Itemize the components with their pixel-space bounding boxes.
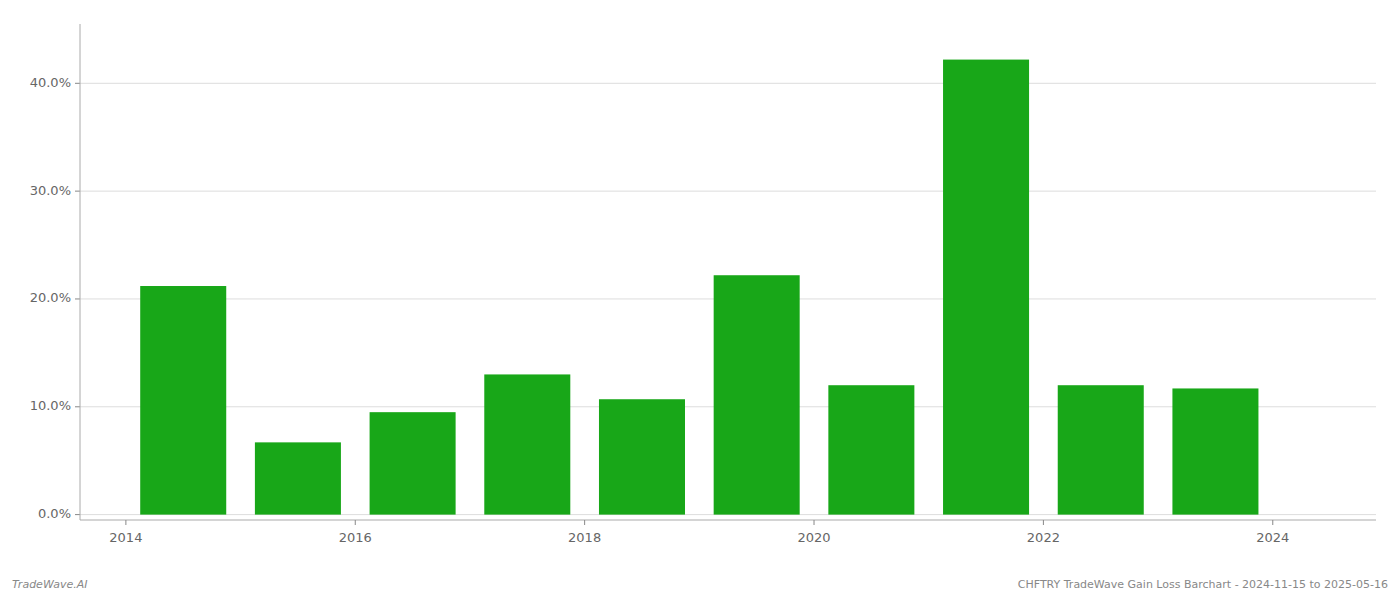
bar xyxy=(140,286,226,515)
y-axis: 0.0% 10.0% 20.0% 30.0% 40.0% xyxy=(30,24,80,521)
y-tick xyxy=(75,298,80,299)
bar xyxy=(1172,388,1258,514)
bars xyxy=(140,60,1258,515)
x-tick xyxy=(1043,520,1044,525)
x-axis-line xyxy=(80,520,1376,521)
x-axis: 2014 2016 2018 2020 2022 2024 xyxy=(80,520,1376,545)
grid xyxy=(80,83,1376,514)
x-tick xyxy=(814,520,815,525)
grid-line xyxy=(80,191,1376,192)
x-tick xyxy=(584,520,585,525)
y-tick-label: 40.0% xyxy=(30,75,71,90)
x-tick-label: 2020 xyxy=(797,530,830,545)
y-tick xyxy=(75,406,80,407)
bar xyxy=(484,374,570,514)
grid-line xyxy=(80,83,1376,84)
y-tick-label: 0.0% xyxy=(38,506,71,521)
chart: 0.0% 10.0% 20.0% 30.0% 40.0% 2014 2016 2018 2020… xyxy=(0,0,1400,600)
footer-right: CHFTRY TradeWave Gain Loss Barchart - 20… xyxy=(1018,578,1388,591)
x-tick-label: 2016 xyxy=(339,530,372,545)
bar xyxy=(370,412,456,514)
y-tick-label: 30.0% xyxy=(30,183,71,198)
bar xyxy=(714,275,800,514)
y-tick xyxy=(75,191,80,192)
bar xyxy=(943,60,1029,515)
footer: TradeWave.AI CHFTRY TradeWave Gain Loss B… xyxy=(12,578,1388,591)
x-tick xyxy=(1272,520,1273,525)
x-tick xyxy=(355,520,356,525)
x-tick-label: 2022 xyxy=(1027,530,1060,545)
bar xyxy=(1058,385,1144,514)
x-tick-label: 2014 xyxy=(109,530,142,545)
x-tick-label: 2018 xyxy=(568,530,601,545)
x-tick xyxy=(125,520,126,525)
y-tick xyxy=(75,83,80,84)
y-axis-line xyxy=(80,24,81,520)
y-tick-label: 20.0% xyxy=(30,290,71,305)
bar xyxy=(599,399,685,514)
y-tick-label: 10.0% xyxy=(30,398,71,413)
x-tick-label: 2024 xyxy=(1256,530,1289,545)
bar xyxy=(255,442,341,514)
y-tick xyxy=(75,514,80,515)
footer-left: TradeWave.AI xyxy=(12,578,87,591)
bar xyxy=(828,385,914,514)
